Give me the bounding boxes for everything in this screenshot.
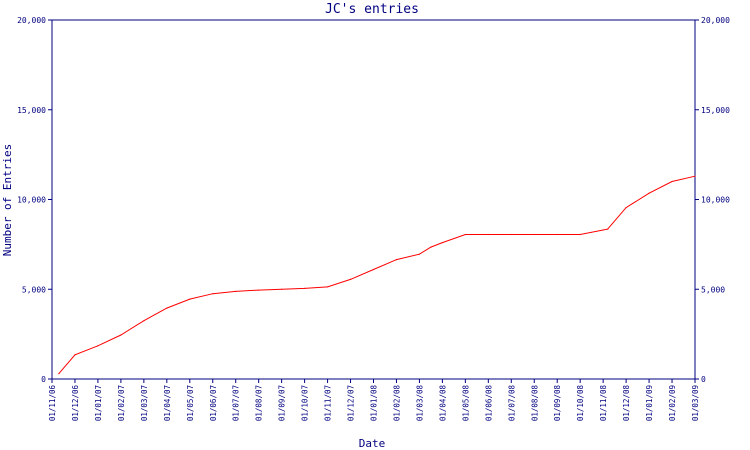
data-point: [430, 246, 432, 248]
data-point: [349, 278, 352, 280]
x-tick-label: 01/02/07: [117, 385, 126, 421]
y-tick-label-left: 5,000: [22, 285, 46, 294]
x-tick-label: 01/06/07: [209, 385, 218, 421]
x-tick-label: 01/04/08: [438, 385, 447, 422]
data-point: [533, 233, 535, 236]
series-layer: [58, 175, 696, 375]
x-tick-label: 01/11/07: [324, 385, 333, 421]
x-tick-label: 01/02/08: [392, 385, 401, 422]
x-tick-label: 01/11/08: [599, 385, 608, 422]
data-point: [648, 192, 650, 194]
x-axis: 01/11/06 01/12/06 01/01/07 01/02/07 01/03/07…: [48, 379, 700, 421]
x-tick-label: 01/03/08: [415, 385, 424, 422]
data-point: [281, 288, 283, 290]
chart-title: JC's entries: [325, 2, 419, 17]
data-point: [464, 233, 466, 236]
series-line-0: [58, 175, 696, 374]
y-tick-label-right: 15,000: [701, 106, 730, 115]
data-point: [694, 175, 696, 177]
data-point: [372, 268, 375, 271]
x-tick-label: 01/09/07: [278, 385, 287, 421]
data-point: [235, 290, 237, 292]
x-tick-label: 01/03/07: [140, 385, 149, 421]
data-point: [97, 345, 99, 347]
data-point: [58, 373, 60, 375]
data-point: [120, 334, 122, 336]
data-point: [189, 298, 191, 300]
x-tick-label: 01/01/07: [94, 385, 103, 421]
y-tick-label-right: 0: [701, 375, 706, 384]
data-point: [671, 180, 673, 183]
x-tick-label: 01/07/07: [232, 385, 241, 421]
data-point: [602, 229, 604, 231]
data-point: [327, 286, 329, 288]
data-point: [625, 207, 627, 209]
x-tick-label: 01/12/08: [622, 385, 631, 422]
x-tick-label: 01/09/08: [553, 385, 562, 422]
y-tick-label-right: 20,000: [701, 16, 730, 25]
plot-frame: [51, 19, 696, 380]
x-tick-label: 01/10/08: [576, 385, 585, 422]
x-tick-label: 01/04/07: [163, 385, 172, 421]
y-axis: 0 0 5,000 5,000 10,000 10,000 15,000 15,000 20,0…: [17, 16, 730, 384]
data-point: [166, 307, 168, 309]
y-tick-label-left: 15,000: [17, 106, 46, 115]
x-tick-label: 01/08/08: [530, 385, 539, 422]
x-tick-label: 01/02/09: [668, 385, 677, 421]
x-tick-label: 01/08/07: [255, 385, 264, 421]
data-point: [418, 253, 420, 255]
data-point: [441, 242, 443, 244]
x-tick-label: 01/01/09: [645, 385, 654, 421]
data-point: [74, 354, 76, 356]
y-tick-label-left: 20,000: [17, 16, 46, 25]
x-tick-label: 01/01/08: [370, 385, 379, 422]
x-tick-label: 01/06/08: [484, 385, 493, 422]
data-point: [579, 233, 581, 236]
x-tick-label: 01/12/07: [347, 385, 356, 421]
y-tick-label-right: 10,000: [701, 196, 730, 205]
x-tick-label: 01/03/09: [691, 385, 700, 421]
data-point: [143, 320, 145, 322]
data-point: [304, 287, 306, 289]
x-tick-label: 01/05/08: [461, 385, 470, 422]
x-tick-label: 01/11/06: [48, 385, 57, 422]
y-axis-label: Number of Entries: [1, 144, 14, 257]
x-axis-label: Date: [359, 437, 386, 450]
y-tick-label-right: 5,000: [701, 285, 725, 294]
data-point: [258, 289, 260, 291]
x-tick-label: 01/05/07: [186, 385, 195, 421]
x-tick-label: 01/07/08: [507, 385, 516, 422]
data-point: [510, 233, 512, 236]
y-tick-label-left: 0: [41, 375, 46, 384]
data-point: [212, 293, 214, 295]
data-point: [395, 259, 398, 261]
y-tick-label-left: 10,000: [17, 196, 46, 205]
data-point: [487, 233, 489, 236]
x-tick-label: 01/10/07: [301, 385, 310, 421]
x-tick-label: 01/12/06: [71, 385, 80, 422]
data-point: [556, 233, 558, 236]
data-point: [607, 228, 609, 230]
